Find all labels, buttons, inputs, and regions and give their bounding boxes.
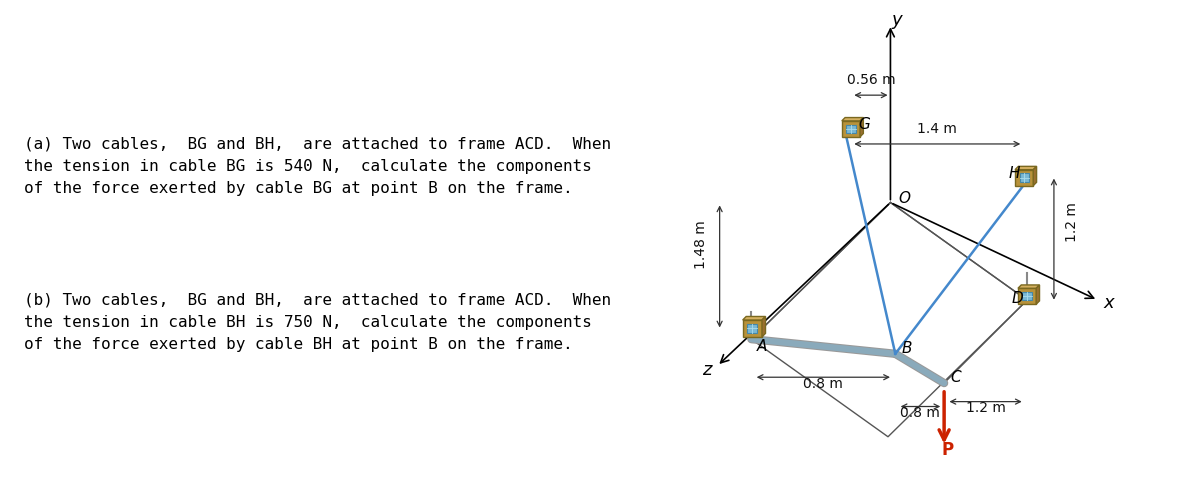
Polygon shape: [841, 118, 863, 121]
Text: 1.2 m: 1.2 m: [966, 401, 1006, 415]
Polygon shape: [1033, 166, 1037, 185]
Text: (b) Two cables,  BG and BH,  are attached to frame ACD.  When
the tension in cab: (b) Two cables, BG and BH, are attached …: [24, 293, 611, 352]
FancyBboxPatch shape: [748, 324, 757, 333]
Text: 1.48 m: 1.48 m: [694, 221, 708, 269]
Text: 1.2 m: 1.2 m: [1066, 202, 1080, 242]
Polygon shape: [743, 317, 766, 320]
Polygon shape: [762, 317, 766, 337]
FancyBboxPatch shape: [1018, 288, 1037, 304]
Text: 0.8 m: 0.8 m: [900, 406, 940, 420]
Text: (a) Two cables,  BG and BH,  are attached to frame ACD.  When
the tension in cab: (a) Two cables, BG and BH, are attached …: [24, 137, 611, 196]
Text: C: C: [950, 370, 961, 385]
Text: 0.8 m: 0.8 m: [804, 377, 844, 391]
Text: 1.4 m: 1.4 m: [917, 122, 958, 136]
Polygon shape: [1037, 285, 1039, 304]
Text: H: H: [1008, 166, 1020, 181]
Polygon shape: [1015, 166, 1037, 170]
FancyBboxPatch shape: [743, 320, 762, 337]
Text: x: x: [1103, 294, 1114, 311]
Text: B: B: [901, 341, 912, 356]
Polygon shape: [1018, 285, 1039, 288]
Text: O: O: [899, 190, 911, 205]
Text: 0.56 m: 0.56 m: [847, 73, 895, 87]
FancyBboxPatch shape: [1022, 292, 1032, 300]
Text: P: P: [942, 441, 954, 459]
FancyBboxPatch shape: [1020, 173, 1028, 182]
Text: y: y: [890, 12, 901, 29]
FancyBboxPatch shape: [841, 121, 860, 137]
Text: A: A: [757, 339, 768, 354]
Text: D: D: [1012, 290, 1024, 305]
FancyBboxPatch shape: [846, 124, 856, 133]
Polygon shape: [860, 118, 863, 137]
Text: z: z: [702, 361, 712, 379]
Text: G: G: [859, 117, 870, 132]
FancyBboxPatch shape: [1015, 170, 1033, 185]
